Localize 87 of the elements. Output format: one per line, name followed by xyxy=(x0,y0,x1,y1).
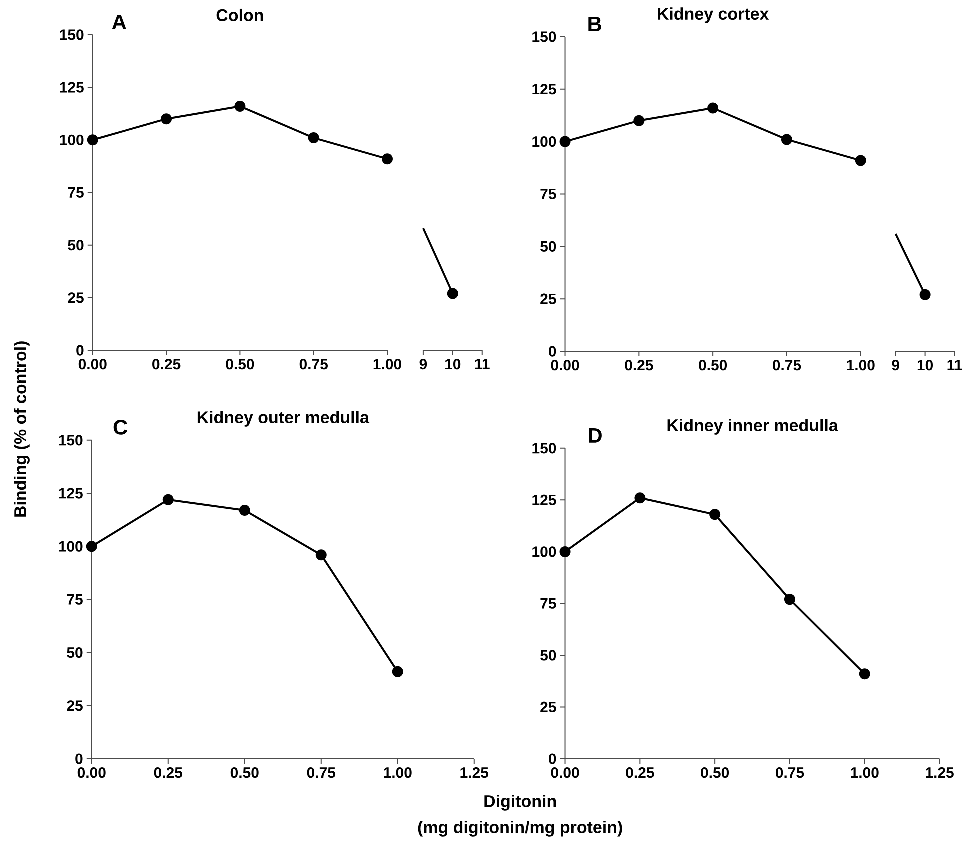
x-tick-label: 0.25 xyxy=(625,360,654,371)
x-tick-label: 11 xyxy=(475,359,490,370)
point xyxy=(560,546,571,558)
y-tick-label: 150 xyxy=(532,32,556,42)
point xyxy=(86,541,98,552)
point xyxy=(234,101,246,112)
y-axis-title: Binding (% of control) xyxy=(14,342,30,517)
point xyxy=(162,494,174,506)
x-tick-label: 10 xyxy=(446,359,461,370)
y-tick-label: 50 xyxy=(540,650,556,661)
x-tick-label: 1.00 xyxy=(384,768,412,778)
x-axis-title: Digitonin xyxy=(484,795,556,811)
point xyxy=(239,505,250,516)
point xyxy=(308,132,320,144)
y-tick-label: 0 xyxy=(76,345,84,356)
text: C xyxy=(114,420,128,435)
point xyxy=(708,102,719,114)
x-tick-label: 0.50 xyxy=(230,768,259,778)
y-tick-label: 125 xyxy=(60,82,84,93)
point xyxy=(87,134,98,146)
point xyxy=(634,492,646,504)
y-tick-label: 75 xyxy=(540,598,556,609)
x-tick-label: 0.75 xyxy=(307,768,336,778)
point xyxy=(859,668,870,680)
x-tick-label: 10 xyxy=(918,360,934,371)
y-tick-label: 25 xyxy=(67,700,83,712)
x-tick-label: 1.00 xyxy=(374,359,402,370)
y-tick-label: 0 xyxy=(549,754,556,764)
y-tick-label: 150 xyxy=(60,30,84,40)
chart-title: Kidney cortex xyxy=(658,8,770,24)
x-tick-label: 1.00 xyxy=(847,360,875,371)
y-tick-label: 150 xyxy=(59,435,83,446)
point xyxy=(781,134,792,146)
y-tick-label: 25 xyxy=(68,292,84,304)
x-tick-label: 0.25 xyxy=(626,768,654,778)
x-tick-label: 1.25 xyxy=(926,768,954,778)
x-tick-label: 9 xyxy=(420,359,428,370)
chart-title: Kidney outer medulla xyxy=(198,411,370,427)
point xyxy=(784,594,796,606)
x-tick-label: 0.75 xyxy=(772,360,802,371)
x-tick-label: 11 xyxy=(948,360,962,370)
x-tick-label: 1.25 xyxy=(460,768,489,778)
point xyxy=(855,155,866,166)
y-tick-label: 0 xyxy=(549,346,556,357)
y-tick-label: 25 xyxy=(540,294,556,304)
text: A xyxy=(112,15,126,30)
y-tick-label: 75 xyxy=(67,594,83,605)
x-tick-label: 0.00 xyxy=(551,360,580,371)
x-tick-label: 0.50 xyxy=(699,360,728,371)
x-tick-label: 0.00 xyxy=(78,359,107,370)
point xyxy=(316,550,327,561)
point xyxy=(560,136,571,148)
text: D xyxy=(589,428,602,443)
point xyxy=(382,154,393,165)
x-tick-label: 0.75 xyxy=(300,359,328,370)
x-tick-label: 0.25 xyxy=(152,359,181,370)
y-tick-label: 125 xyxy=(532,84,556,95)
x-tick-label: 1.00 xyxy=(851,768,879,778)
y-tick-label: 100 xyxy=(59,541,83,552)
chart-title: Kidney inner medulla xyxy=(668,419,838,435)
x-tick-label: 0.50 xyxy=(701,768,730,778)
x-tick-label: 0.00 xyxy=(551,768,580,778)
y-tick-label: 100 xyxy=(532,136,556,148)
y-tick-label: 75 xyxy=(68,188,84,198)
y-tick-label: 0 xyxy=(76,754,83,764)
y-tick-label: 50 xyxy=(67,648,83,658)
point xyxy=(710,509,721,520)
point xyxy=(392,666,404,678)
y-tick-label: 125 xyxy=(532,494,556,506)
x-tick-label: 0.75 xyxy=(776,768,804,778)
x-tick-label: 0.25 xyxy=(154,768,183,778)
text: (mg digitonin/mg protein) xyxy=(418,821,622,837)
y-tick-label: 50 xyxy=(68,240,84,251)
y-tick-label: 75 xyxy=(540,189,556,200)
text: B xyxy=(588,17,602,32)
x-tick-label: 0.50 xyxy=(226,359,254,370)
point xyxy=(634,115,645,126)
y-tick-label: 25 xyxy=(540,702,556,713)
y-tick-label: 100 xyxy=(532,546,556,558)
y-tick-label: 50 xyxy=(540,241,556,252)
x-tick-label: 9 xyxy=(892,360,900,371)
y-tick-label: 150 xyxy=(532,443,556,454)
x-tick-label: 0.00 xyxy=(78,768,106,778)
y-tick-label: 125 xyxy=(59,488,83,499)
chart-title: Colon xyxy=(216,9,264,22)
y-tick-label: 100 xyxy=(60,134,84,146)
point xyxy=(161,114,172,125)
